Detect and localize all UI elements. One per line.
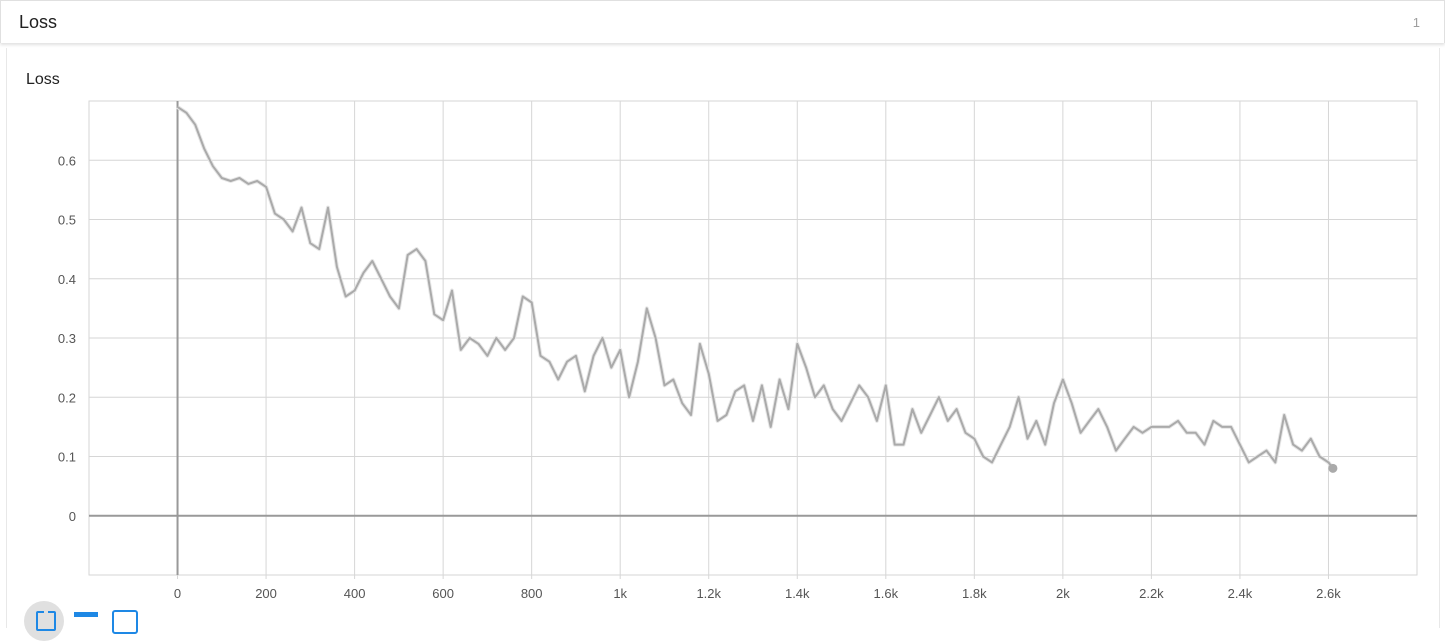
show-data-icon[interactable]	[74, 603, 102, 631]
series-line	[178, 107, 1333, 469]
x-tick-label: 2.2k	[1139, 586, 1164, 601]
chart-title: Loss	[26, 71, 60, 89]
x-tick-label: 400	[344, 586, 366, 601]
x-tick-label: 2.4k	[1228, 586, 1253, 601]
y-tick-label: 0.2	[58, 390, 76, 405]
x-tick-label: 800	[521, 586, 543, 601]
last-point-marker	[1328, 464, 1337, 473]
x-tick-label: 600	[432, 586, 454, 601]
x-tick-label: 1.6k	[874, 586, 899, 601]
y-tick-label: 0.1	[58, 450, 76, 465]
section-count: 1	[1413, 15, 1420, 30]
section-header[interactable]: Loss 1	[0, 0, 1445, 43]
y-tick-label: 0.5	[58, 213, 76, 228]
loss-chart[interactable]: 0 200 400 600 800 1k 1.2k 1.4k 1.6k 1.8k 2k 2.2k 2.4…	[0, 0, 1445, 619]
x-tick-label: 200	[255, 586, 277, 601]
x-tick-label: 1.8k	[962, 586, 987, 601]
x-tick-label: 1k	[613, 586, 627, 601]
y-tick-label: 0	[69, 509, 76, 524]
y-tick-label: 0.3	[58, 331, 76, 346]
y-tick-label: 0.4	[58, 272, 76, 287]
x-tick-label: 1.4k	[785, 586, 810, 601]
y-tick-label: 0.6	[58, 153, 76, 168]
section-title: Loss	[19, 12, 57, 33]
x-tick-label: 0	[174, 586, 181, 601]
x-tick-label: 2k	[1056, 586, 1070, 601]
log-scale-icon[interactable]	[112, 603, 140, 631]
fit-domain-icon[interactable]	[24, 601, 64, 641]
x-tick-label: 2.6k	[1316, 586, 1341, 601]
x-tick-label: 1.2k	[696, 586, 721, 601]
